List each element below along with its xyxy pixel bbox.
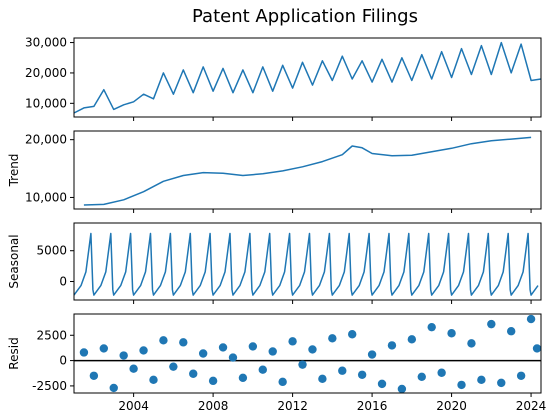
resid-point <box>497 378 506 388</box>
y-axis-label: Trend <box>7 154 21 188</box>
series-line-trend <box>83 136 532 206</box>
resid-point <box>457 380 466 390</box>
series-line-observed <box>73 41 542 114</box>
resid-point <box>532 344 542 353</box>
resid-point <box>338 366 347 375</box>
resid-point <box>99 344 109 353</box>
resid-point <box>129 364 138 373</box>
resid-point <box>467 339 476 348</box>
resid-point <box>427 322 436 332</box>
resid-point <box>387 341 397 350</box>
y-tick-label: 5000 <box>36 244 67 258</box>
resid-point <box>348 330 357 339</box>
y-tick-label: 20,000 <box>25 66 67 80</box>
x-tick-label: 2020 <box>436 399 467 413</box>
y-tick-label: 10,000 <box>25 190 67 204</box>
resid-point <box>318 374 327 384</box>
resid-point <box>169 362 178 371</box>
resid-point <box>179 338 188 347</box>
y-tick-label: 30,000 <box>25 36 67 50</box>
resid-point <box>189 369 198 378</box>
panel-trend: 10,000 20,000 Trend <box>7 130 542 213</box>
y-tick-label: 10,000 <box>25 96 67 110</box>
panel-frame <box>73 37 542 118</box>
panel-observed: 10,000 20,000 30,000 <box>25 36 542 121</box>
resid-point <box>248 342 258 351</box>
panels-group: 10,000 20,000 30,000 10,000 20,000 Trend 0 5000… <box>7 36 546 413</box>
y-tick-label: -2500 <box>32 379 67 393</box>
resid-point <box>89 371 99 380</box>
resid-point <box>198 349 208 358</box>
panel-resid: -2500 0 2500 Resid <box>7 313 542 397</box>
x-tick-label: 2024 <box>516 399 547 413</box>
panel-frame <box>73 313 542 394</box>
resid-point <box>367 350 377 359</box>
y-tick-label: 0 <box>59 354 67 368</box>
resid-point <box>397 384 407 394</box>
x-tick-label: 2004 <box>118 399 149 413</box>
resid-point <box>328 334 337 343</box>
resid-point <box>308 345 317 354</box>
resid-point <box>526 314 536 324</box>
resid-point <box>357 370 367 379</box>
panel-frame <box>73 130 542 210</box>
resid-point <box>238 373 248 383</box>
resid-point <box>407 335 417 344</box>
x-tick-label: 2008 <box>198 399 229 413</box>
y-tick-label: 20,000 <box>25 133 67 147</box>
resid-point <box>447 329 456 338</box>
resid-point <box>149 375 158 385</box>
series-line-seasonal <box>73 232 539 296</box>
resid-point <box>119 351 128 360</box>
y-axis-label: Resid <box>7 337 21 369</box>
resid-point <box>208 376 218 386</box>
resid-point <box>288 337 297 346</box>
resid-point <box>516 371 526 380</box>
resid-point <box>79 348 89 357</box>
chart-title: Patent Application Filings <box>192 6 418 27</box>
resid-point <box>506 327 516 336</box>
resid-point <box>377 379 387 389</box>
y-tick-label: 0 <box>59 275 67 289</box>
resid-point <box>109 383 118 393</box>
resid-point <box>477 375 486 385</box>
x-tick-label: 2016 <box>357 399 388 413</box>
resid-point <box>228 353 238 362</box>
resid-point <box>159 336 168 345</box>
resid-point <box>218 343 228 352</box>
resid-point <box>278 377 287 387</box>
resid-point <box>139 346 148 355</box>
y-tick-label: 2500 <box>36 328 67 342</box>
resid-point <box>437 368 446 377</box>
resid-point <box>258 365 267 374</box>
resid-point <box>298 360 307 369</box>
resid-point <box>417 372 426 381</box>
panel-seasonal: 0 5000 Seasonal <box>7 222 542 304</box>
resid-point <box>487 319 496 329</box>
resid-point <box>268 347 277 356</box>
x-tick-label: 2012 <box>277 399 308 413</box>
y-axis-label: Seasonal <box>7 234 21 288</box>
panel-frame <box>73 222 542 301</box>
